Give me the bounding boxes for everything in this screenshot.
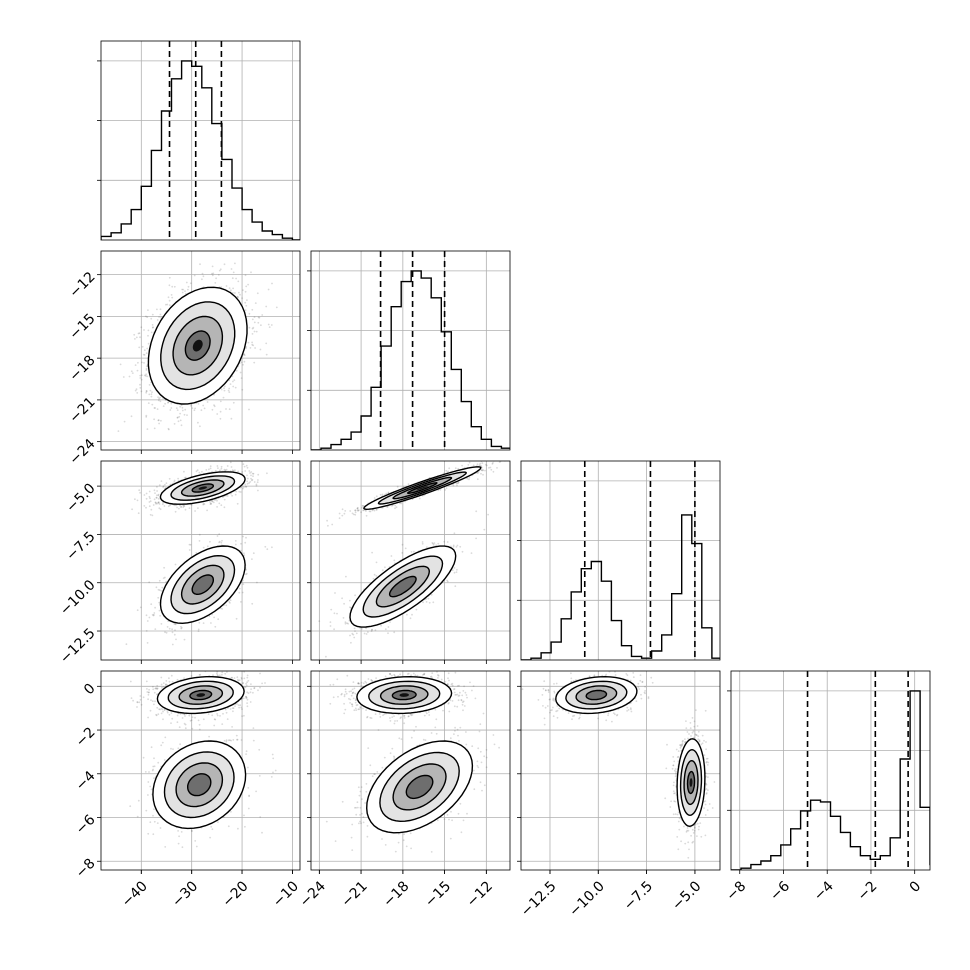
contour-3-2-1-3 bbox=[686, 770, 696, 795]
y-tick-label-2-1: −10.0 bbox=[57, 577, 99, 619]
contour-3-1-0-2 bbox=[379, 685, 429, 705]
y-tick-label-1-3: −15 bbox=[66, 311, 98, 343]
y-tick-label-1-1: −21 bbox=[66, 394, 98, 426]
histogram-steps-1 bbox=[311, 270, 510, 450]
x-tick-label-2-1: −10.0 bbox=[566, 878, 608, 920]
x-tick-label-3-0: −8 bbox=[723, 878, 749, 904]
x-tick-label-0-3: −10 bbox=[270, 878, 302, 910]
y-tick-label-1-4: −12 bbox=[66, 269, 98, 301]
density-panel-2-1 bbox=[307, 460, 511, 664]
contour-3-0-1-0 bbox=[152, 740, 247, 830]
contour-3-2-1-2 bbox=[683, 759, 699, 806]
contour-3-0-1-3 bbox=[187, 773, 212, 797]
contour-3-1-0-3 bbox=[391, 689, 417, 701]
contour-3-0-0-0 bbox=[156, 676, 245, 715]
contour-3-1-1-2 bbox=[392, 763, 447, 811]
contour-2-0-1-1 bbox=[170, 554, 236, 615]
x-tick-label-1-4: −12 bbox=[464, 878, 496, 910]
y-tick-label-3-0: −8 bbox=[73, 856, 99, 882]
contour-3-2-0-1 bbox=[565, 680, 628, 710]
x-tick-label-3-4: 0 bbox=[907, 878, 925, 896]
histogram-panel-0 bbox=[97, 40, 301, 241]
x-tick-label-1-0: −24 bbox=[297, 878, 329, 910]
contour-3-1-0-1 bbox=[368, 680, 441, 710]
density-panel-3-2 bbox=[517, 670, 721, 874]
contour-2-0-1-2 bbox=[180, 564, 225, 605]
contour-3-0-1-2 bbox=[175, 762, 224, 808]
y-tick-label-1-0: −24 bbox=[66, 436, 98, 468]
contour-2-1-1-1 bbox=[362, 555, 444, 618]
contour-2-0-0-1 bbox=[170, 475, 236, 501]
x-tick-label-3-2: −4 bbox=[811, 878, 837, 904]
contour-2-1-1-2 bbox=[375, 565, 431, 608]
contour-2-1-1-0 bbox=[349, 545, 457, 628]
x-tick-label-1-2: −18 bbox=[380, 878, 412, 910]
y-tick-label-3-1: −6 bbox=[73, 812, 99, 838]
y-tick-label-2-0: −12.5 bbox=[57, 625, 99, 667]
contour-3-1-0-0 bbox=[356, 675, 453, 715]
contour-1-0-0-2 bbox=[172, 315, 224, 376]
contour-1-0-0-0 bbox=[147, 286, 248, 405]
contour-3-0-1-1 bbox=[163, 751, 235, 819]
contour-1-0-0-1 bbox=[160, 301, 236, 391]
contour-3-1-1-0 bbox=[365, 740, 474, 834]
contour-2-0-0-0 bbox=[159, 471, 246, 505]
contour-3-2-0-0 bbox=[555, 675, 638, 715]
histogram-steps-0 bbox=[101, 60, 300, 240]
contour-3-2-0-3 bbox=[585, 689, 608, 701]
y-tick-label-1-2: −18 bbox=[66, 352, 98, 384]
histogram-panel-3 bbox=[727, 670, 931, 871]
contour-2-0-0-3 bbox=[191, 483, 214, 493]
contour-3-2-1-1 bbox=[679, 748, 703, 817]
x-tick-label-0-2: −20 bbox=[219, 878, 251, 910]
contour-2-1-0-3 bbox=[406, 481, 438, 495]
x-tick-label-1-3: −15 bbox=[422, 878, 454, 910]
contour-2-1-1-3 bbox=[388, 575, 417, 598]
x-tick-label-0-1: −30 bbox=[169, 878, 201, 910]
contour-3-0-0-2 bbox=[178, 685, 224, 705]
x-tick-label-3-1: −6 bbox=[767, 878, 793, 904]
x-tick-label-3-3: −2 bbox=[855, 878, 881, 904]
x-tick-label-1-1: −21 bbox=[339, 878, 371, 910]
contour-3-2-1-0 bbox=[676, 738, 706, 828]
contour-3-1-1-3 bbox=[405, 774, 434, 800]
contour-3-2-0-2 bbox=[575, 685, 618, 705]
density-panel-3-1 bbox=[307, 670, 511, 874]
y-tick-label-3-2: −4 bbox=[73, 768, 99, 794]
x-tick-label-2-0: −12.5 bbox=[518, 878, 560, 920]
y-tick-label-3-4: 0 bbox=[81, 681, 99, 699]
histogram-panel-1 bbox=[307, 250, 511, 451]
contour-3-0-0-1 bbox=[167, 680, 234, 710]
y-tick-label-3-3: −2 bbox=[73, 724, 99, 750]
contour-2-0-1-3 bbox=[191, 574, 214, 595]
y-tick-label-2-2: −7.5 bbox=[63, 529, 98, 564]
density-panel-2-0 bbox=[97, 460, 301, 664]
contour-1-0-0-3 bbox=[184, 330, 211, 361]
density-panel-1-0 bbox=[97, 250, 301, 454]
histogram-panel-2 bbox=[517, 460, 721, 661]
histogram-steps-3 bbox=[731, 690, 930, 870]
density-panel-3-0 bbox=[97, 670, 301, 874]
x-tick-label-2-2: −7.5 bbox=[621, 878, 656, 913]
contour-2-1-0-1 bbox=[377, 471, 468, 505]
contour-2-0-1-0 bbox=[159, 545, 246, 625]
x-tick-label-2-3: −5.0 bbox=[669, 878, 704, 913]
histogram-steps-2 bbox=[521, 514, 720, 660]
x-tick-label-0-0: −40 bbox=[119, 878, 151, 910]
contour-2-1-0-2 bbox=[392, 476, 453, 500]
y-tick-label-2-3: −5.0 bbox=[63, 480, 98, 515]
contour-3-1-1-1 bbox=[379, 751, 460, 823]
contour-2-1-0-0 bbox=[363, 466, 482, 511]
contour-2-0-0-2 bbox=[180, 479, 225, 497]
contour-3-0-0-3 bbox=[189, 689, 213, 701]
